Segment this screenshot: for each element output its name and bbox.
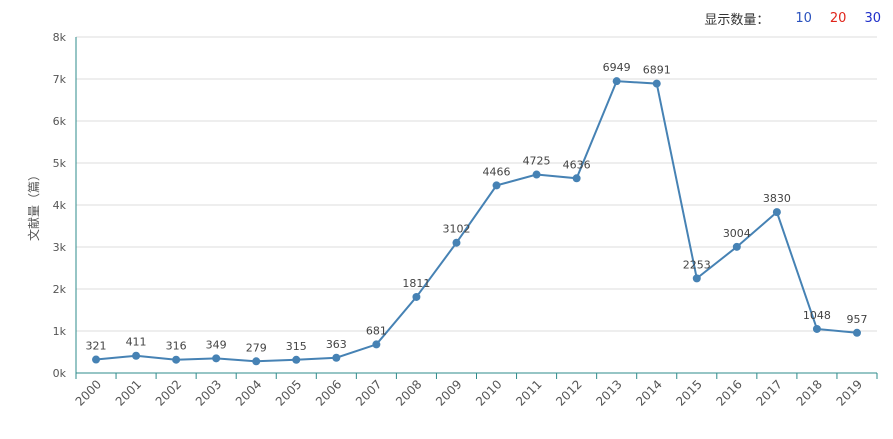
data-point (252, 357, 261, 366)
x-tick-label: 2000 (73, 377, 104, 408)
series-line (95, 80, 858, 363)
grid-lines (76, 36, 877, 332)
data-point (532, 170, 541, 179)
data-label: 6949 (603, 61, 631, 74)
data-point (772, 208, 781, 217)
data-label: 3004 (723, 227, 751, 240)
data-point (852, 328, 861, 337)
data-point (732, 242, 741, 251)
x-tick-label: 2004 (233, 377, 264, 408)
x-tick-label: 2009 (433, 377, 464, 408)
x-tick-label: 2012 (553, 377, 584, 408)
data-point (292, 355, 301, 364)
data-label: 6891 (643, 64, 671, 77)
x-tick-label: 2006 (313, 377, 344, 408)
x-tick-label: 2005 (273, 377, 304, 408)
x-tick-label: 2001 (113, 377, 144, 408)
data-label: 316 (166, 340, 187, 353)
data-label: 315 (286, 340, 307, 353)
y-tick-label: 1k (53, 325, 67, 338)
x-tick-label: 2003 (193, 377, 224, 408)
display-count-selector: 显示数量： 10 20 30 (704, 8, 881, 28)
display-count-option-10[interactable]: 10 (795, 10, 812, 26)
x-tick-label: 2007 (353, 377, 384, 408)
x-tick-label: 2016 (713, 377, 744, 408)
data-point (212, 354, 221, 363)
data-point (412, 292, 421, 301)
x-tick-label: 2015 (673, 377, 704, 408)
y-tick-label: 3k (53, 241, 67, 254)
y-tick-label: 6k (53, 115, 67, 128)
data-point (612, 77, 621, 86)
data-label: 957 (846, 313, 867, 326)
data-point (492, 181, 501, 190)
y-tick-label: 5k (53, 157, 67, 170)
x-tick-label: 2008 (393, 377, 424, 408)
data-label: 3830 (763, 192, 791, 205)
data-label: 349 (206, 338, 227, 351)
display-count-label: 显示数量： (704, 12, 770, 28)
y-tick-label: 0k (53, 367, 67, 380)
data-point (172, 355, 181, 364)
data-label: 4636 (563, 158, 591, 171)
x-tick-label: 2017 (753, 377, 784, 408)
data-label: 1811 (402, 277, 430, 290)
data-label: 4466 (483, 165, 511, 178)
data-point (812, 324, 821, 333)
data-point (92, 355, 101, 364)
x-tick-label: 2010 (473, 377, 504, 408)
series-line-group (92, 77, 861, 366)
y-axis: 0k 1k 2k 3k 4k 5k 6k 7k 8k 文献量（篇） (26, 31, 77, 380)
x-tick-label: 2013 (593, 377, 624, 408)
data-label: 4725 (523, 155, 551, 168)
x-tick-label: 2011 (513, 377, 544, 408)
data-label: 681 (366, 324, 387, 337)
data-label: 3102 (442, 223, 470, 236)
y-tick-label: 7k (53, 73, 67, 86)
x-tick-label: 2018 (794, 377, 825, 408)
x-tick-label: 2014 (633, 377, 664, 408)
data-point (692, 274, 701, 283)
data-point (452, 238, 461, 247)
data-point (132, 351, 141, 360)
data-labels: 321 411 316 349 279 315 363 681 1811 3102 4466 4725… (86, 61, 868, 354)
display-count-option-30[interactable]: 30 (864, 10, 881, 26)
data-label: 321 (86, 340, 107, 353)
data-label: 1048 (803, 309, 831, 322)
x-tick-label: 2019 (834, 377, 865, 408)
y-tick-label: 2k (53, 283, 67, 296)
data-point (572, 174, 581, 183)
data-point (332, 353, 341, 362)
x-tick-label: 2002 (153, 377, 184, 408)
y-axis-title: 文献量（篇） (26, 169, 41, 241)
y-tick-label: 8k (53, 31, 67, 44)
y-tick-label: 4k (53, 199, 67, 212)
data-label: 2253 (683, 258, 711, 271)
data-label: 363 (326, 338, 347, 351)
display-count-option-20[interactable]: 20 (829, 10, 847, 26)
data-label: 411 (126, 336, 147, 349)
x-axis: 2000 2001 2002 2003 2004 2005 2006 2007 2008 2009… (73, 372, 878, 409)
data-point (652, 79, 661, 88)
data-label: 279 (246, 341, 267, 354)
data-point (372, 340, 381, 349)
